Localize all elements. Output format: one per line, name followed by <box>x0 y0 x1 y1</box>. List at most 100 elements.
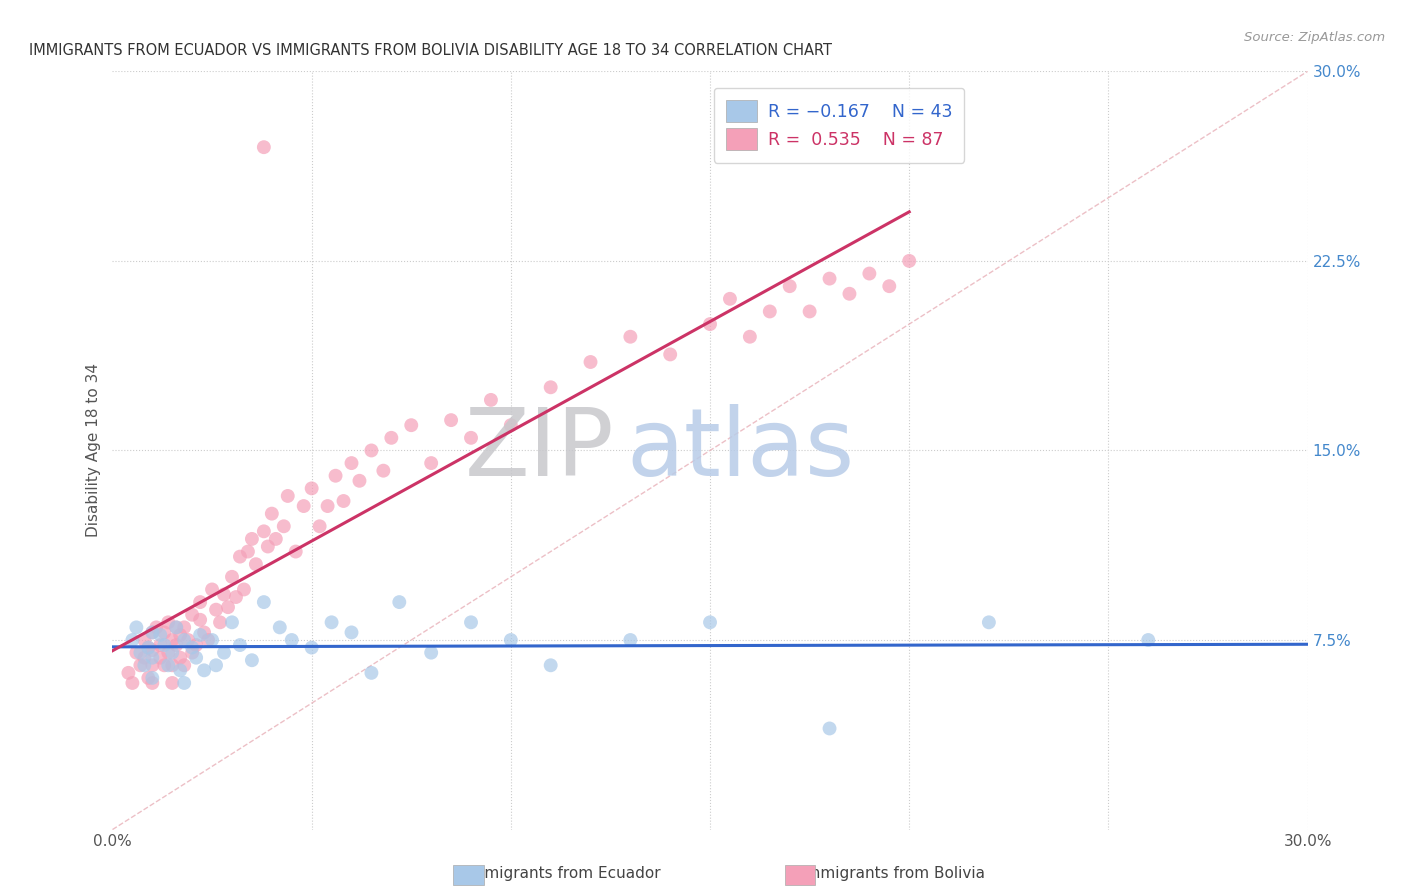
Point <box>738 330 761 344</box>
Text: IMMIGRANTS FROM ECUADOR VS IMMIGRANTS FROM BOLIVIA DISABILITY AGE 18 TO 34 CORRE: IMMIGRANTS FROM ECUADOR VS IMMIGRANTS FR… <box>28 43 832 58</box>
Point <box>284 544 307 558</box>
Point <box>141 671 163 685</box>
Point <box>173 620 195 634</box>
Point <box>117 665 139 680</box>
Point <box>759 304 782 318</box>
Legend: R = −0.167    N = 43, R =  0.535    N = 87: R = −0.167 N = 43, R = 0.535 N = 87 <box>714 87 965 162</box>
Point <box>240 532 263 546</box>
Point <box>818 722 841 736</box>
Point <box>301 640 323 655</box>
Point <box>188 613 211 627</box>
Point <box>460 431 482 445</box>
Point <box>316 499 339 513</box>
Point <box>141 625 163 640</box>
Point <box>205 658 228 673</box>
Point <box>201 633 224 648</box>
Point <box>165 620 187 634</box>
Point <box>225 590 247 604</box>
Point <box>141 643 163 657</box>
Point <box>659 347 682 361</box>
Point <box>540 658 562 673</box>
Point <box>253 140 276 154</box>
Point <box>129 658 152 673</box>
Point <box>699 317 721 331</box>
Point <box>212 646 235 660</box>
Point <box>145 620 167 634</box>
Point <box>177 633 200 648</box>
Point <box>138 640 160 655</box>
Point <box>157 658 180 673</box>
Point <box>212 588 235 602</box>
Point <box>229 549 252 564</box>
Point <box>141 650 163 665</box>
Point <box>205 603 228 617</box>
Point <box>277 489 299 503</box>
Point <box>165 620 187 634</box>
Point <box>818 271 841 285</box>
Point <box>201 582 224 597</box>
Point <box>260 507 283 521</box>
Point <box>149 638 172 652</box>
Point <box>420 646 443 660</box>
Point <box>121 633 143 648</box>
Point <box>141 625 163 640</box>
Point <box>153 638 176 652</box>
Point <box>292 499 315 513</box>
Point <box>153 625 176 640</box>
Point <box>257 540 280 554</box>
Point <box>134 633 156 648</box>
Point <box>162 646 183 660</box>
Point <box>373 464 395 478</box>
Point <box>188 595 211 609</box>
Point <box>321 615 343 630</box>
Point <box>440 413 463 427</box>
Point <box>858 267 880 281</box>
Y-axis label: Disability Age 18 to 34: Disability Age 18 to 34 <box>86 363 101 538</box>
Point <box>233 582 256 597</box>
Point <box>134 658 156 673</box>
Point <box>186 650 208 665</box>
Point <box>181 607 204 622</box>
Point <box>186 638 208 652</box>
Point <box>240 653 263 667</box>
Point <box>540 380 562 394</box>
Point <box>838 286 860 301</box>
Point <box>169 628 191 642</box>
Point <box>269 620 291 634</box>
Point <box>401 418 423 433</box>
Point <box>149 628 172 642</box>
Point <box>340 456 363 470</box>
Point <box>325 468 347 483</box>
Point <box>388 595 411 609</box>
Point <box>125 646 148 660</box>
Point <box>236 544 259 558</box>
Point <box>134 650 156 665</box>
Point <box>129 646 152 660</box>
Point <box>499 633 522 648</box>
Point <box>141 658 163 673</box>
Point <box>162 633 183 648</box>
Point <box>153 658 176 673</box>
Point <box>799 304 821 318</box>
Point <box>264 532 287 546</box>
Point <box>273 519 295 533</box>
Point <box>349 474 371 488</box>
Point <box>898 253 921 268</box>
Text: Immigrants from Bolivia: Immigrants from Bolivia <box>801 866 984 881</box>
Point <box>281 633 304 648</box>
Point <box>138 671 160 685</box>
Point <box>253 524 276 539</box>
Point <box>141 676 163 690</box>
Point <box>138 640 160 655</box>
Point <box>157 646 180 660</box>
Point <box>360 665 382 680</box>
Point <box>209 615 232 630</box>
Point <box>1137 633 1160 648</box>
Point <box>221 570 243 584</box>
Point <box>193 664 215 678</box>
Point <box>173 658 195 673</box>
Point <box>479 392 502 407</box>
Point <box>173 676 195 690</box>
Text: ZIP: ZIP <box>465 404 614 497</box>
Point <box>245 557 267 572</box>
